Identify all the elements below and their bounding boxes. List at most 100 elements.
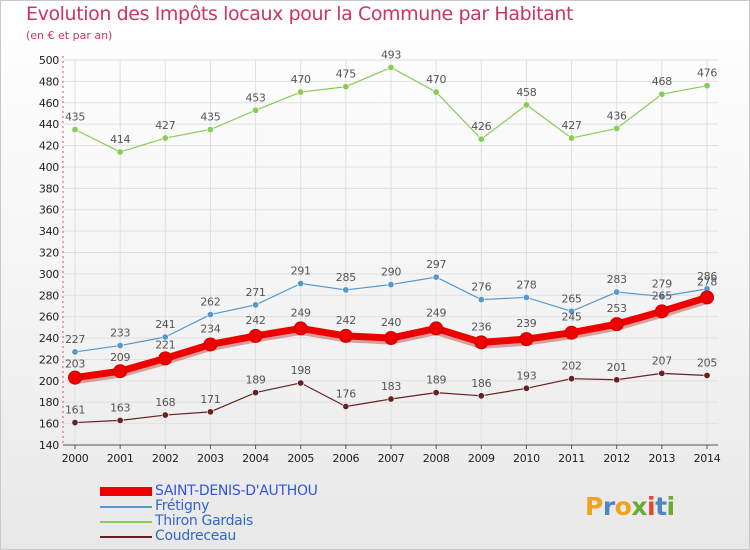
data-label: 183 (381, 380, 401, 393)
data-label: 233 (110, 327, 130, 340)
x-tick-label: 2012 (603, 452, 630, 465)
y-tick-label: 400 (39, 161, 59, 174)
x-tick-label: 2004 (242, 452, 269, 465)
x-tick-label: 2014 (694, 452, 721, 465)
data-point (658, 292, 666, 300)
y-tick-label: 240 (39, 332, 59, 345)
logo-letter: x (631, 492, 647, 521)
x-tick-label: 2010 (513, 452, 540, 465)
data-point (252, 389, 260, 397)
data-point (387, 281, 395, 289)
data-point (342, 286, 350, 294)
data-label: 476 (697, 67, 717, 80)
data-label: 189 (426, 374, 446, 387)
data-point (71, 348, 79, 356)
data-label: 262 (200, 296, 220, 309)
y-tick-label: 380 (39, 182, 59, 195)
data-point (700, 290, 714, 305)
data-point (116, 148, 124, 156)
data-label: 426 (471, 120, 491, 133)
data-label: 227 (65, 333, 85, 346)
chart-title: Evolution des Impôts locaux pour la Comm… (26, 3, 574, 25)
data-label: 176 (336, 388, 356, 401)
logo-letter: r (602, 492, 615, 521)
data-label: 414 (110, 133, 130, 146)
data-label: 249 (426, 306, 446, 319)
data-label: 475 (336, 68, 356, 81)
data-label: 168 (155, 396, 175, 409)
legend-label: Thiron Gardais (155, 513, 254, 529)
legend-swatch (100, 521, 152, 523)
data-label: 427 (155, 119, 175, 132)
data-point (116, 342, 124, 350)
data-point (206, 126, 214, 134)
data-label: 427 (562, 119, 582, 132)
y-tick-label: 360 (39, 204, 59, 217)
data-label: 234 (200, 322, 220, 335)
data-label: 221 (155, 338, 175, 351)
data-label: 161 (65, 404, 85, 417)
data-point (477, 296, 485, 304)
data-point (297, 88, 305, 96)
data-point (522, 293, 530, 301)
data-label: 297 (426, 258, 446, 271)
data-label: 283 (607, 273, 627, 286)
data-label: 163 (110, 401, 130, 414)
logo-letter: i (647, 492, 656, 521)
data-point (252, 301, 260, 309)
data-point (432, 389, 440, 397)
data-label: 198 (291, 364, 311, 377)
data-label: 209 (110, 351, 130, 364)
data-point (658, 369, 666, 377)
data-point (158, 351, 173, 366)
data-point (522, 384, 530, 392)
logo-letter: P (585, 492, 603, 521)
x-tick-label: 2000 (62, 452, 89, 465)
data-label: 240 (381, 316, 401, 329)
data-point (338, 328, 353, 343)
data-label: 279 (652, 277, 672, 290)
data-point (522, 101, 530, 109)
x-tick-label: 2003 (197, 452, 224, 465)
data-point (203, 337, 218, 352)
data-point (432, 88, 440, 96)
data-point (429, 321, 444, 336)
legend-swatch (100, 487, 152, 496)
data-label: 242 (336, 314, 356, 327)
data-label: 286 (697, 270, 717, 283)
data-point (658, 90, 666, 98)
x-tick-label: 2009 (468, 452, 495, 465)
x-tick-label: 2013 (648, 452, 675, 465)
x-tick-label: 2006 (332, 452, 359, 465)
data-point (474, 335, 489, 350)
data-label: 278 (516, 278, 536, 291)
data-point (703, 371, 711, 379)
data-point (293, 321, 308, 336)
legend-swatch (100, 506, 152, 508)
y-tick-label: 320 (39, 247, 59, 260)
data-label: 435 (200, 111, 220, 124)
data-label: 470 (291, 73, 311, 86)
y-tick-label: 280 (39, 289, 59, 302)
proxiti-logo: Proxiti (585, 492, 675, 521)
data-point (432, 273, 440, 281)
data-label: 265 (652, 289, 672, 302)
data-point (252, 106, 260, 114)
data-point (71, 126, 79, 134)
data-label: 453 (246, 91, 266, 104)
data-point (342, 83, 350, 91)
data-label: 193 (516, 369, 536, 382)
data-label: 236 (471, 320, 491, 333)
data-label: 278 (697, 275, 717, 288)
data-label: 493 (381, 48, 401, 61)
y-tick-label: 460 (39, 97, 59, 110)
data-point (568, 375, 576, 383)
data-point (206, 311, 214, 319)
data-label: 271 (246, 286, 266, 299)
data-point (477, 392, 485, 400)
x-tick-label: 2011 (558, 452, 585, 465)
data-label: 201 (607, 361, 627, 374)
data-label: 249 (291, 306, 311, 319)
data-label: 290 (381, 266, 401, 279)
